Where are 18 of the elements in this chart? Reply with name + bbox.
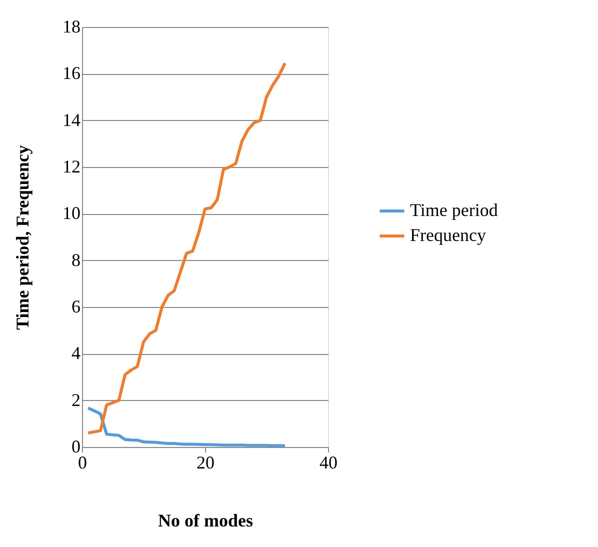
y-tick-label: 2 [72,390,80,410]
y-tick-label: 16 [62,63,80,84]
legend-label: Time period [410,200,498,220]
line-series [86,62,286,434]
y-tick-label: 6 [72,296,80,316]
x-tick-label: 40 [320,452,338,472]
line-series [86,406,286,448]
x-axis-title: No of modes [158,510,253,530]
y-tick-label: 12 [62,156,80,176]
y-tick-label: 0 [72,436,80,456]
legend-label: Frequency [410,225,486,245]
y-tick-label: 4 [72,343,80,364]
y-axis-title: Time period, Frequency [12,145,32,330]
y-tick-label: 14 [62,110,80,130]
y-tick-label: 18 [62,16,80,36]
y-tick-label: 10 [62,203,80,224]
y-tick-label: 8 [72,250,80,270]
x-tick-label: 20 [196,452,214,472]
